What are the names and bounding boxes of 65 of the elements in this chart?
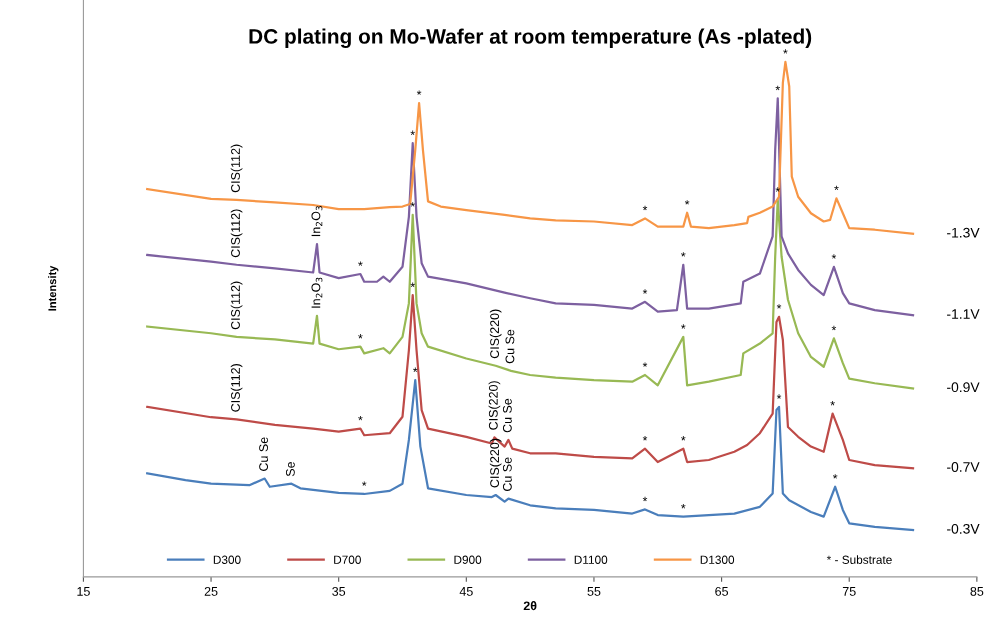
x-tick-label: 35 [332, 586, 346, 596]
annotation: Cu Se [259, 437, 269, 471]
x-tick-label: 65 [715, 586, 729, 596]
annotation: -0.3V [947, 523, 980, 534]
annotation: * [642, 436, 648, 441]
annotation: * [776, 304, 782, 309]
x-tick-label: 85 [970, 586, 984, 596]
annotation: * [642, 362, 648, 367]
legend-label: D900 [454, 555, 482, 564]
legend-label: D1300 [700, 555, 735, 564]
annotation: -1.1V [947, 309, 980, 319]
annotation: * [416, 90, 422, 95]
annotation: * [681, 252, 686, 257]
annotation: * [776, 394, 782, 399]
annotation: In$_{2}$O$_{3}$ [311, 277, 323, 308]
annotation: CIS(112) [230, 144, 243, 193]
y-axis-title: Intensity [48, 265, 59, 311]
annotation: * [681, 504, 686, 509]
legend-label: D700 [334, 555, 361, 564]
annotation: -1.3V [947, 227, 980, 238]
x-tick-label: 75 [842, 587, 856, 596]
annotation: * [830, 401, 835, 406]
annotation: * [413, 367, 418, 372]
annotation: CIS(220) [488, 381, 501, 430]
annotation: * [358, 334, 363, 339]
annotation: -0.7V [947, 462, 980, 472]
annotation: * [358, 415, 363, 421]
x-axis-title: 2θ [523, 601, 537, 611]
annotation: CIS(112) [230, 281, 243, 330]
annotation: In$_{2}$O$_{3}$ [311, 206, 323, 237]
legend-label: D1100 [574, 555, 608, 564]
chart-title: DC plating on Mo-Wafer at room temperature (As -plated) [249, 28, 812, 48]
annotation: * [642, 289, 648, 294]
x-tick-label: 45 [459, 587, 473, 596]
x-tick-label: 55 [587, 587, 601, 596]
legend-label: D300 [213, 555, 241, 564]
annotation: * [410, 130, 415, 135]
annotation: * [775, 187, 780, 192]
annotation: * [681, 436, 686, 441]
annotation: * [834, 185, 839, 191]
annotation: * [410, 282, 415, 287]
annotation: CIS(220) [489, 438, 502, 488]
annotation: * - Substrate [826, 555, 892, 564]
annotation: * [410, 202, 415, 207]
x-tick-label: 25 [204, 586, 218, 596]
annotation: * [358, 261, 363, 266]
annotation: -0.9V [947, 382, 980, 393]
annotation: * [681, 324, 686, 329]
annotation: Cu Se [502, 457, 512, 492]
annotation: * [684, 200, 690, 205]
annotation: CIS(220) [489, 309, 502, 359]
annotation: Cu Se [505, 329, 515, 364]
annotation: * [642, 496, 648, 502]
annotation: Cu Se [502, 398, 512, 433]
annotation: * [831, 254, 837, 259]
annotation: CIS(112) [230, 209, 243, 258]
annotation: Se [285, 462, 295, 477]
annotation: * [831, 325, 837, 331]
annotation: * [361, 481, 367, 486]
annotation: * [642, 205, 648, 211]
annotation: * [775, 85, 780, 91]
annotation: * [783, 49, 788, 54]
annotation: CIS(112) [230, 364, 243, 412]
x-tick-label: 15 [77, 587, 90, 596]
annotation: * [832, 474, 838, 479]
